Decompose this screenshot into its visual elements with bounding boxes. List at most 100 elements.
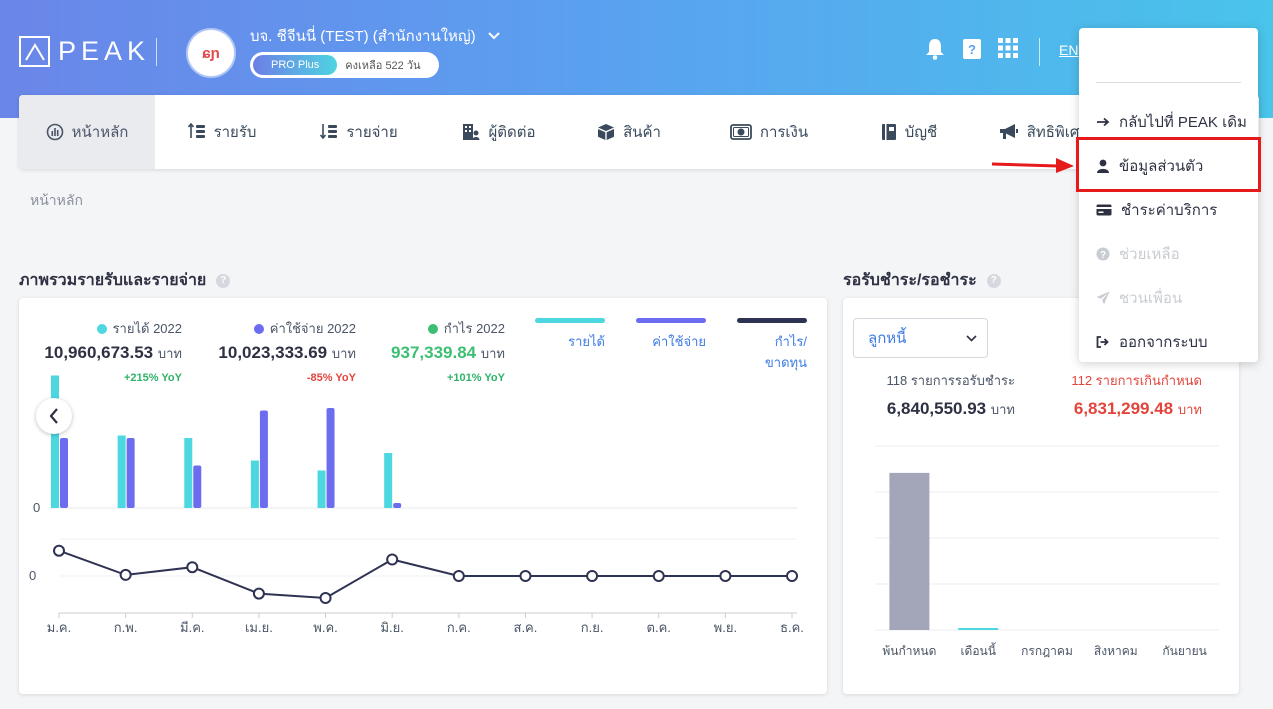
nav-item-finance[interactable]: การเงิน [689, 95, 849, 169]
menu-label: ชวนเพื่อน [1119, 290, 1183, 307]
profit-point [53, 544, 65, 557]
receivable-type-select[interactable]: ลูกหนี้ [853, 318, 988, 358]
x-tick-label: กรกฎาคม [1021, 644, 1073, 658]
overdue-value: 6,831,299.48 [1073, 399, 1174, 418]
receivables-title: รอรับชำระ/รอชำระ ? [843, 268, 1001, 293]
stat-value: 10,960,673.53 [44, 343, 154, 362]
chevron-down-icon [966, 334, 977, 342]
stat-label: ค่าใช้จ่าย 2022 [269, 321, 356, 336]
menu-item-profile[interactable]: ข้อมูลส่วนตัว [1096, 154, 1203, 178]
profit-point [786, 570, 798, 582]
nav-item-dashboard[interactable]: หน้าหลัก [19, 95, 155, 169]
profit-point [186, 561, 199, 574]
stat-yoy: -85% YoY [306, 372, 356, 384]
income-dot-icon [96, 323, 107, 334]
annotation-arrow-icon [991, 158, 1074, 173]
user-menu-dropdown: กลับไปที่ PEAK เดิม ข้อมูลส่วนตัว ชำระค่… [1079, 28, 1258, 362]
bar-income [184, 438, 193, 508]
due-value: 6,840,550.93 [886, 399, 987, 418]
company-avatar[interactable]: ɕɲ [188, 30, 234, 76]
prev-button[interactable] [36, 398, 72, 434]
nav-item-expense[interactable]: รายจ่าย [289, 95, 429, 169]
x-tick-label: เม.ย. [245, 620, 273, 635]
expense-dot-icon [253, 323, 264, 334]
dashboard-icon [46, 123, 63, 141]
stat-profit: กำไร 2022 937,339.84 บาท +101% YoY [391, 318, 505, 384]
nav-label: รายรับ [213, 124, 257, 141]
x-tick-label: ต.ค. [647, 620, 671, 635]
account-book-icon [881, 124, 896, 140]
profit-point [119, 568, 132, 581]
help-book-icon[interactable]: ? [962, 38, 982, 65]
product-box-icon [598, 124, 615, 140]
stat-expense: ค่าใช้จ่าย 2022 10,023,333.69 บาท -85% Y… [218, 318, 356, 384]
bar-expense [259, 410, 268, 508]
nav-item-contacts[interactable]: ผู้ติดต่อ [429, 95, 569, 169]
bar-expense [326, 408, 335, 508]
plan-pill: PRO Plus คงเหลือ 522 วัน [250, 52, 439, 78]
user-icon [1097, 159, 1109, 173]
legend-label: กำไร/ขาดทุน [764, 334, 807, 370]
x-tick-label: ก.ย. [581, 620, 604, 635]
svg-text:?: ? [968, 42, 976, 57]
x-tick-label: พ.ค. [313, 620, 338, 635]
menu-item-billing[interactable]: ชำระค่าบริการ [1096, 198, 1217, 222]
chevron-left-icon [49, 408, 58, 424]
overview-chart: 0 0 ม.ค. ก.พ. มี.ค. เม.ย. พ.ค. มิ.ย. ก.ค. ส.ค. ก.ย… [29, 375, 804, 635]
menu-label: ออกจากระบบ [1119, 334, 1208, 351]
menu-item-invite: ชวนเพื่อน [1096, 286, 1182, 310]
legend-expense[interactable]: ค่าใช้จ่าย [636, 318, 706, 352]
bar-expense [126, 438, 135, 508]
language-switch[interactable]: EN [1059, 42, 1079, 58]
x-tick-label: พ.ย. [714, 620, 737, 635]
x-tick-label: มี.ค. [180, 620, 205, 635]
info-icon[interactable]: ? [986, 273, 1001, 288]
nav-item-privileges[interactable]: สิทธิพิเศษ [969, 95, 1119, 169]
profit-point [319, 592, 332, 604]
nav-item-accounting[interactable]: บัญชี [849, 95, 969, 169]
stat-value: 937,339.84 [391, 343, 477, 362]
breadcrumb: หน้าหลัก [30, 192, 83, 208]
bar-income [317, 470, 326, 508]
overdue-unit: บาท [1177, 402, 1202, 417]
profit-point [652, 570, 665, 582]
nav-label: หน้าหลัก [71, 124, 129, 141]
menu-label: กลับไปที่ PEAK เดิม [1119, 114, 1247, 131]
legend-label: รายได้ [568, 334, 605, 349]
logo-text: PEAK [58, 36, 151, 66]
profit-line [58, 549, 792, 600]
x-tick-label: มิ.ย. [380, 620, 403, 635]
receivables-card: ลูกหนี้ 118 รายการรอรับชำระ 6,840,550.93… [843, 298, 1239, 694]
nav-label: บัญชี [904, 124, 938, 141]
x-tick-label: สิงหาคม [1094, 644, 1138, 658]
nav-item-products[interactable]: สินค้า [569, 95, 689, 169]
nav-label: การเงิน [759, 124, 809, 141]
sign-out-icon [1096, 336, 1109, 348]
y-tick-label: 0 [33, 500, 40, 515]
overview-card: รายได้ 2022 10,960,673.53 บาท +215% YoY … [19, 298, 827, 694]
svg-text:?: ? [1100, 250, 1106, 261]
nav-label: ผู้ติดต่อ [488, 124, 536, 141]
overdue-label: 112 รายการเกินกำหนด [1071, 373, 1202, 388]
legend-profit[interactable]: กำไร/ขาดทุน [737, 318, 807, 373]
apps-grid-icon[interactable] [998, 38, 1018, 63]
info-icon[interactable]: ? [216, 273, 231, 288]
profit-point [452, 570, 465, 582]
x-tick-label: กันยายน [1162, 644, 1206, 658]
x-tick-label: พ้นกำหนด [882, 644, 936, 658]
plan-badge: PRO Plus [253, 55, 338, 75]
menu-item-back-to-old-peak[interactable]: กลับไปที่ PEAK เดิม [1096, 110, 1247, 134]
peak-logo[interactable]: PEAK [19, 36, 150, 67]
overview-title: ภาพรวมรายรับและรายจ่าย ? [19, 268, 231, 293]
due-unit: บาท [990, 402, 1015, 417]
company-selector[interactable]: บจ. ชีจีนนี่ (TEST) (สำนักงานใหญ่) [250, 24, 500, 48]
stat-overdue: 112 รายการเกินกำหนด 6,831,299.48 บาท [1071, 370, 1202, 420]
bell-icon[interactable] [925, 38, 945, 65]
plan-remaining: คงเหลือ 522 วัน [345, 60, 421, 72]
nav-item-income[interactable]: รายรับ [155, 95, 289, 169]
menu-item-logout[interactable]: ออกจากระบบ [1096, 330, 1208, 354]
header-divider [156, 38, 157, 66]
legend-income[interactable]: รายได้ [535, 318, 605, 352]
x-tick-label: ก.ค. [447, 620, 471, 635]
profit-point [519, 570, 532, 582]
